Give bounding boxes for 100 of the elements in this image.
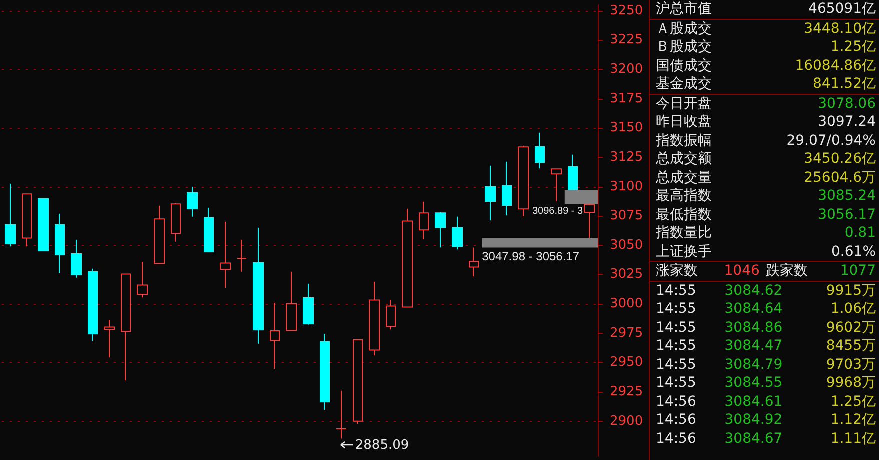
candlestick: [71, 239, 82, 278]
candlestick: [584, 204, 595, 239]
candlestick: [204, 207, 214, 252]
candlestick: [237, 239, 247, 272]
text: 465091亿: [808, 0, 876, 18]
candlestick: [104, 319, 115, 358]
text: 841.52亿: [812, 75, 876, 94]
text: 9968万: [825, 374, 876, 392]
y-tick-label: 3050: [610, 238, 644, 253]
text: 25604.6万: [803, 168, 876, 187]
text: 涨家数: [656, 262, 699, 280]
text: 总成交量: [656, 168, 713, 187]
annotation: 2885.09: [355, 438, 410, 453]
candlestick: [22, 194, 32, 248]
text: 0.81: [844, 224, 876, 242]
text: 29.07/0.94%: [786, 132, 876, 150]
candlestick: [402, 208, 413, 308]
text: 指数振幅: [656, 132, 713, 150]
y-tick-label: 3025: [610, 267, 644, 282]
text: 3084.79: [724, 356, 784, 374]
y-tick-label: 3175: [610, 91, 644, 106]
text: 沪总市值: [656, 0, 713, 18]
text: 3084.92: [724, 411, 784, 430]
text: 1.06亿: [830, 300, 876, 318]
candlestick: [469, 247, 479, 278]
text: 1.25亿: [830, 38, 876, 56]
candlestick: [220, 221, 231, 288]
text: 3084.64: [724, 300, 784, 318]
y-tick-label: 3200: [610, 62, 644, 77]
text: 9703万: [825, 356, 876, 374]
text: 1077: [839, 262, 876, 280]
candlestick: [320, 333, 330, 410]
text: 跌家数: [766, 262, 809, 280]
text: 3084.67: [724, 430, 784, 448]
band-label: 3047.98 - 3056.17: [482, 250, 580, 264]
candlestick: [435, 212, 446, 248]
text: 今日开盘: [656, 94, 713, 113]
candlestick: [55, 213, 65, 274]
text: 上证换手: [656, 242, 713, 261]
text: 1046: [723, 262, 761, 280]
candlestick: [551, 168, 562, 202]
text: 14:56: [656, 430, 698, 448]
candlestick: [270, 302, 280, 370]
text: 3084.86: [724, 318, 784, 337]
y-tick-label: 3100: [610, 179, 644, 194]
y-tick-label: 3250: [610, 3, 644, 18]
text: 9915万: [825, 282, 876, 300]
candlestick: [187, 186, 198, 218]
text: 3084.47: [724, 337, 784, 356]
text: Ａ股成交: [656, 20, 713, 38]
y-tick-label: 3150: [610, 120, 644, 136]
candlestick: [303, 283, 314, 326]
text: 最低指数: [656, 206, 713, 224]
y-tick-label: 3075: [610, 208, 644, 224]
y-tick-label: 3000: [610, 296, 644, 312]
text: 0.61%: [830, 242, 876, 261]
y-tick-label: 2975: [610, 326, 644, 341]
text: 指数量比: [656, 224, 713, 242]
candlestick: [286, 271, 297, 332]
text: 3448.10亿: [803, 20, 876, 38]
text: 14:55: [656, 318, 698, 337]
candlestick: [353, 339, 363, 425]
text: 国债成交: [656, 56, 713, 75]
band-label: 3096.89 - 3: [532, 206, 584, 218]
text: 9602万: [825, 318, 876, 337]
text: 14:55: [656, 282, 698, 300]
candlestick: [121, 274, 131, 382]
y-tick-label: 2925: [610, 384, 644, 400]
candlestick: [568, 154, 578, 191]
text: 14:55: [656, 374, 698, 392]
text: 1.11亿: [830, 430, 876, 448]
text: 3084.55: [724, 374, 784, 392]
text: 14:55: [656, 356, 698, 374]
candlestick: [336, 390, 347, 440]
candlestick: [369, 281, 380, 356]
text: 16084.86亿: [794, 56, 876, 75]
text: 3097.24: [817, 113, 876, 132]
text: 8455万: [825, 337, 876, 356]
candlestick: [419, 201, 429, 240]
candlestick: [154, 205, 165, 264]
text: 3078.06: [817, 94, 876, 113]
candlestick: [386, 299, 396, 330]
text: 14:56: [656, 411, 698, 430]
text: 3056.17: [817, 206, 876, 224]
text: 3084.61: [724, 392, 784, 411]
text: 14:55: [656, 337, 698, 356]
candlestick: [38, 198, 49, 252]
text: 3450.26亿: [803, 150, 876, 168]
text: 最高指数: [656, 187, 713, 206]
text: 3085.24: [817, 187, 876, 206]
text: 昨日收盘: [656, 113, 713, 132]
candlestick: [88, 268, 98, 342]
text: 3084.62: [724, 282, 784, 300]
text: Ｂ股成交: [656, 38, 713, 56]
text: 1.25亿: [830, 392, 876, 411]
candlestick: [485, 165, 496, 222]
candlestick: [5, 183, 16, 248]
text: 基金成交: [656, 75, 713, 94]
text: 14:56: [656, 392, 698, 411]
text: 14:55: [656, 300, 698, 318]
